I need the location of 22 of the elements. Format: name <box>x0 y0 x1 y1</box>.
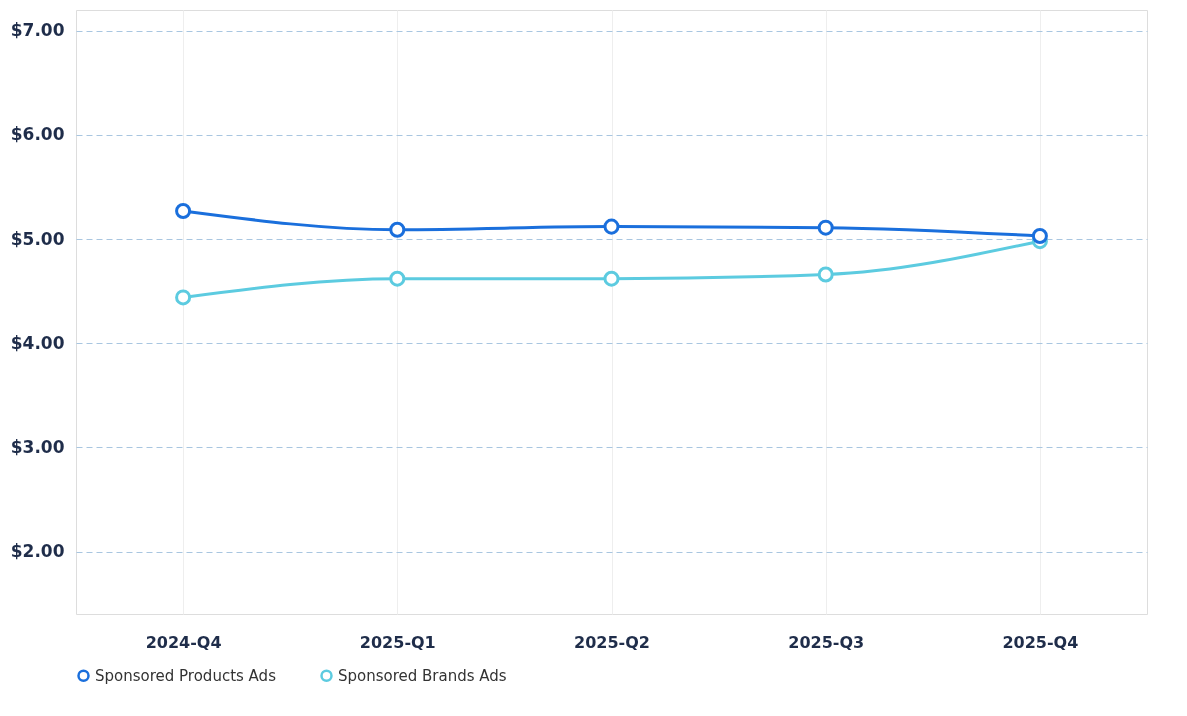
point <box>817 219 834 236</box>
point <box>389 221 406 238</box>
x-tick-label: 2024-Q4 <box>145 632 222 652</box>
x-tick-label: 2025-Q1 <box>359 632 436 652</box>
point <box>175 289 192 306</box>
point <box>1031 227 1048 244</box>
y-tick-label: $5.00 <box>10 228 65 249</box>
y-tick-label: $2.00 <box>10 541 65 562</box>
y-tick-label: $3.00 <box>10 436 65 457</box>
legend-label: Sponsored Brands Ads <box>338 666 507 685</box>
x-tick-label: 2025-Q4 <box>1002 632 1079 652</box>
y-tick-label: $6.00 <box>10 124 65 145</box>
x-tick-label: 2025-Q2 <box>574 632 650 652</box>
point <box>175 202 192 219</box>
y-tick-label: $4.00 <box>10 332 65 353</box>
point <box>603 218 620 235</box>
legend-label: Sponsored Products Ads <box>95 666 277 685</box>
x-tick-label: 2025-Q3 <box>788 632 865 652</box>
point <box>389 270 406 287</box>
point <box>817 266 834 283</box>
y-tick-label: $7.00 <box>10 20 65 41</box>
point <box>603 270 620 287</box>
